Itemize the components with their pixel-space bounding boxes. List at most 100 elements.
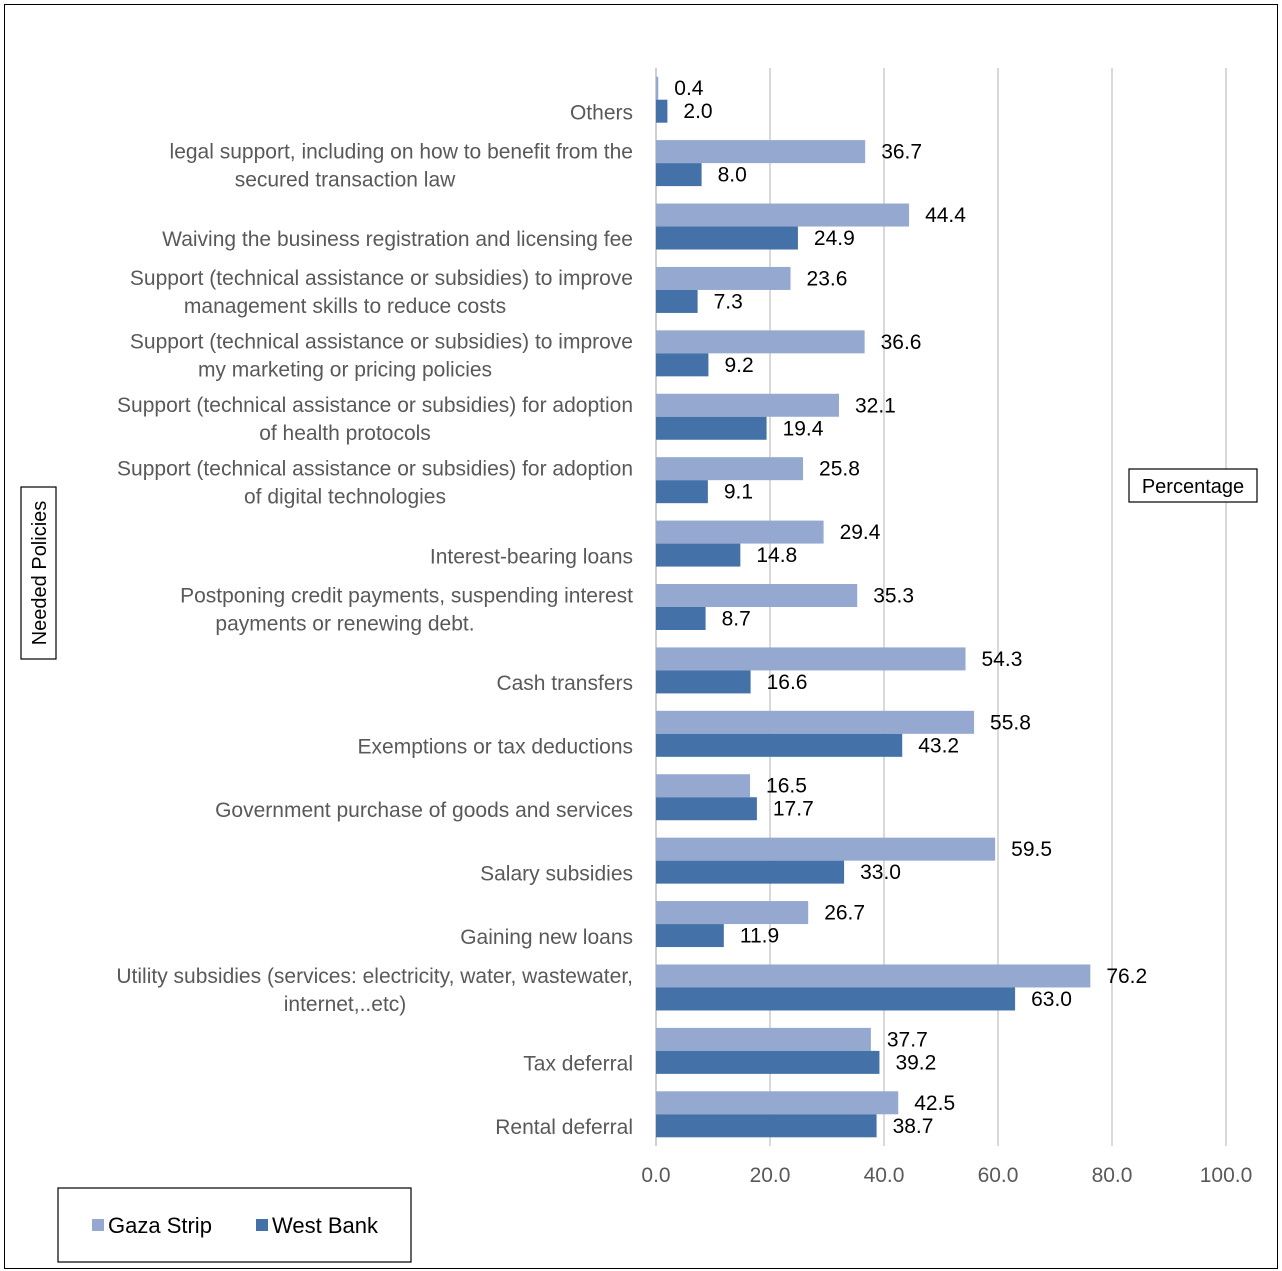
bar-west-bank <box>656 353 709 377</box>
data-label-gaza-strip: 35.3 <box>873 585 914 608</box>
bar-west-bank <box>656 860 845 884</box>
data-label-west-bank: 43.2 <box>918 734 959 757</box>
bars: 0.42.0 36.7 8.0 44.4 24.9 23.6 7.3 36.6 9.2 32.1 1… <box>656 76 1147 1138</box>
data-label-west-bank: 11.9 <box>740 925 779 948</box>
category-label: Support (technical assistance or subsidi… <box>130 267 633 318</box>
data-label-west-bank: 8.7 <box>722 608 751 631</box>
category-label: Gaining new loans <box>460 926 633 949</box>
data-label-west-bank: 16.6 <box>767 671 808 694</box>
x-tick-label: 60.0 <box>978 1164 1019 1187</box>
legend: Gaza Strip West Bank <box>57 1187 412 1263</box>
bar-west-bank <box>656 99 668 123</box>
data-label-west-bank: 9.1 <box>724 481 753 504</box>
category-label: Rental deferral <box>495 1116 633 1139</box>
bar-gaza-strip <box>656 203 910 227</box>
legend-swatch-gaza <box>92 1219 104 1231</box>
x-tick-label: 20.0 <box>750 1164 791 1187</box>
data-label-gaza-strip: 59.5 <box>1011 838 1052 861</box>
chart-frame <box>4 4 1278 1269</box>
bar-west-bank <box>656 733 903 757</box>
bar-west-bank <box>656 987 1016 1011</box>
category-label: Waiving the business registration and li… <box>162 228 633 251</box>
legend-swatch-west-bank <box>256 1219 268 1231</box>
x-axis-title-box: Percentage <box>1128 468 1258 503</box>
data-label-west-bank: 24.9 <box>814 227 855 250</box>
data-label-gaza-strip: 54.3 <box>982 648 1023 671</box>
data-label-gaza-strip: 36.6 <box>881 331 922 354</box>
x-axis-title: Percentage <box>1142 476 1244 498</box>
category-label: Support (technical assistance or subsidi… <box>117 457 633 508</box>
bar-gaza-strip <box>656 584 858 607</box>
y-axis-title: Needed Policies <box>29 501 51 646</box>
data-label-west-bank: 2.0 <box>683 100 712 123</box>
data-label-west-bank: 19.4 <box>783 417 824 440</box>
legend-label-gaza: Gaza Strip <box>108 1213 212 1238</box>
bar-gaza-strip <box>656 837 996 861</box>
bar-west-bank <box>656 924 724 948</box>
bar-gaza-strip <box>656 266 791 290</box>
data-label-gaza-strip: 0.4 <box>674 77 704 100</box>
category-label: Salary subsidies <box>480 862 633 885</box>
category-label: Cash transfers <box>496 672 633 695</box>
data-label-gaza-strip: 55.8 <box>990 711 1031 734</box>
bar-gaza-strip <box>656 520 824 544</box>
bar-west-bank <box>656 480 708 504</box>
bar-gaza-strip <box>656 964 1091 988</box>
data-label-gaza-strip: 36.7 <box>881 141 922 164</box>
category-labels: Others legal support, including on how to… <box>116 101 633 1139</box>
bar-gaza-strip <box>656 330 865 354</box>
data-label-gaza-strip: 32.1 <box>855 394 896 417</box>
data-label-gaza-strip: 44.4 <box>925 204 966 227</box>
data-label-gaza-strip: 16.5 <box>766 775 807 798</box>
data-label-west-bank: 9.2 <box>724 354 753 377</box>
bar-gaza-strip <box>656 457 804 481</box>
category-label: Interest-bearing loans <box>430 545 633 568</box>
x-tick-label: 100.0 <box>1200 1164 1253 1187</box>
data-label-west-bank: 38.7 <box>893 1115 934 1138</box>
bar-gaza-strip <box>656 1027 871 1051</box>
data-label-west-bank: 7.3 <box>714 290 743 313</box>
bar-west-bank <box>656 1050 880 1074</box>
bar-gaza-strip <box>656 901 809 925</box>
data-label-gaza-strip: 37.7 <box>887 1028 928 1051</box>
data-label-west-bank: 33.0 <box>860 861 901 884</box>
x-tick-label: 0.0 <box>641 1164 670 1187</box>
category-label: Support (technical assistance or subsidi… <box>117 394 633 445</box>
bar-gaza-strip <box>656 1091 899 1115</box>
bar-west-bank <box>656 163 702 187</box>
bar-west-bank <box>656 543 741 567</box>
data-label-gaza-strip: 29.4 <box>840 521 881 544</box>
data-label-gaza-strip: 25.8 <box>819 458 860 481</box>
bar-gaza-strip <box>656 76 659 100</box>
bar-gaza-strip <box>656 393 839 417</box>
data-label-gaza-strip: 26.7 <box>824 902 865 925</box>
data-label-gaza-strip: 23.6 <box>807 267 848 290</box>
data-label-gaza-strip: 76.2 <box>1106 965 1147 988</box>
bar-west-bank <box>656 1114 877 1138</box>
y-axis-title-box: Needed Policies <box>20 486 57 660</box>
data-label-west-bank: 63.0 <box>1031 988 1072 1011</box>
category-label: Government purchase of goods and service… <box>215 799 633 822</box>
category-label: Postponing credit payments, suspending i… <box>180 584 633 635</box>
x-tick-label: 80.0 <box>1092 1164 1133 1187</box>
category-label: Exemptions or tax deductions <box>358 736 633 759</box>
bar-gaza-strip <box>656 774 751 798</box>
data-label-gaza-strip: 42.5 <box>914 1092 955 1115</box>
bar-west-bank <box>656 670 751 694</box>
data-label-west-bank: 14.8 <box>756 544 797 567</box>
x-axis-ticks: 0.0 20.0 40.0 60.0 80.0 100.0 <box>641 1164 1252 1187</box>
data-label-west-bank: 8.0 <box>718 164 747 187</box>
data-label-west-bank: 39.2 <box>895 1051 936 1074</box>
bar-west-bank <box>656 416 767 440</box>
bar-gaza-strip <box>656 140 866 164</box>
data-label-west-bank: 17.7 <box>773 798 814 821</box>
bar-west-bank <box>656 289 698 313</box>
bar-west-bank <box>656 607 706 630</box>
bar-west-bank <box>656 797 757 821</box>
bar-gaza-strip <box>656 647 966 671</box>
category-label: Others <box>570 101 633 124</box>
bar-gaza-strip <box>656 710 975 734</box>
x-tick-label: 40.0 <box>864 1164 905 1187</box>
legend-label-west-bank: West Bank <box>272 1213 379 1238</box>
